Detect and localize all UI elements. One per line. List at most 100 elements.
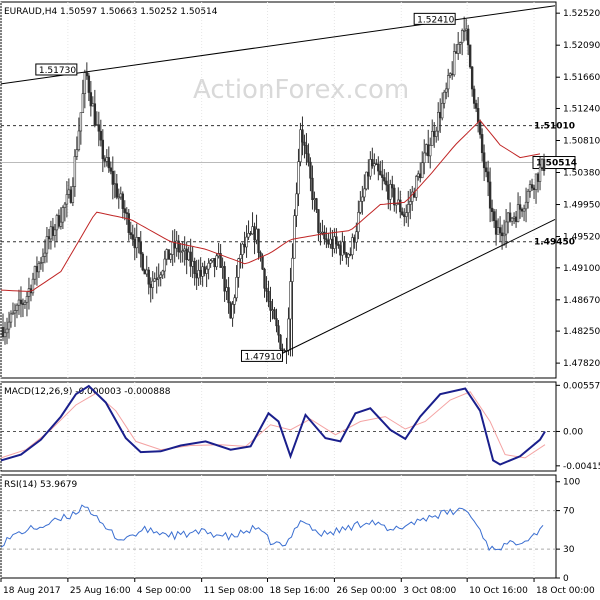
candle-body <box>121 193 124 209</box>
candle-body <box>279 334 282 350</box>
candle-body <box>235 276 238 299</box>
candle-body <box>111 170 114 185</box>
candle-body <box>522 208 526 212</box>
candle-body <box>73 156 77 187</box>
candle-body <box>205 268 208 274</box>
candle-body <box>321 231 324 234</box>
price-annotation-label: 1.51730 <box>39 66 76 76</box>
candle-body <box>435 130 438 137</box>
candle-body <box>223 266 226 292</box>
candle-body <box>353 237 356 243</box>
candle-body <box>107 157 111 169</box>
macd-y-axis: 0.005579 0.00 -0.004156 <box>556 381 600 472</box>
candle-body <box>331 238 334 249</box>
candle-body <box>351 237 354 256</box>
candle-body <box>500 232 504 237</box>
candle-body <box>339 245 342 256</box>
candle-body <box>113 183 116 186</box>
candle-body <box>486 171 490 183</box>
candle-body <box>51 226 55 236</box>
candle-body <box>383 177 386 182</box>
candle-body <box>179 251 182 253</box>
candle-body <box>454 51 458 54</box>
candle-body <box>472 88 476 104</box>
candle-body <box>245 236 248 248</box>
candle-body <box>259 252 262 258</box>
candle-body <box>199 270 202 277</box>
candle-body <box>167 249 170 260</box>
candle-body <box>75 149 79 157</box>
candle-body <box>271 309 274 311</box>
candle-body <box>23 301 27 305</box>
macd-signal-line <box>0 391 546 459</box>
candle-body <box>293 215 296 259</box>
candle-body <box>421 162 424 179</box>
candle-body <box>187 251 190 261</box>
price-panel-frame <box>0 1 557 379</box>
candle-body <box>43 252 47 257</box>
x-axis: 18 Aug 2017 25 Aug 16:00 4 Sep 00:00 11 Sep… <box>0 578 595 596</box>
candle-body <box>305 145 308 155</box>
x-tick-label: 25 Aug 16:00 <box>70 586 131 596</box>
candle-body <box>67 189 71 195</box>
candle-body <box>526 190 530 203</box>
candle-body <box>81 93 85 113</box>
candle-body <box>219 253 222 268</box>
candle-body <box>484 167 488 173</box>
rsi-tick-label: 70 <box>563 507 575 517</box>
candle-body <box>502 233 506 237</box>
candle-body <box>41 256 45 263</box>
candle-body <box>9 313 13 323</box>
candle-body <box>251 226 254 235</box>
candle-body <box>33 266 37 280</box>
x-tick-label: 3 Oct 08:00 <box>403 586 456 596</box>
candle-body <box>49 226 53 240</box>
rsi-tick-label: 0 <box>563 574 569 584</box>
candle-body <box>357 212 360 233</box>
moving-average-line <box>0 119 541 293</box>
candle-body <box>221 266 224 268</box>
candle-body <box>323 231 326 240</box>
price-title: EURAUD,H4 1.50597 1.50663 1.50252 1.5051… <box>4 7 218 17</box>
candle-body <box>267 290 270 302</box>
candle-body <box>444 88 448 93</box>
macd-tick-label: 0.00 <box>563 427 583 437</box>
candle-body <box>538 166 542 182</box>
candle-body <box>189 251 192 267</box>
candle-body <box>446 75 450 90</box>
candle-body <box>253 226 256 241</box>
candle-body <box>35 266 39 273</box>
candle-body <box>127 213 130 233</box>
candle-body <box>540 158 544 168</box>
candle-body <box>462 30 466 32</box>
price-annotation-box <box>413 12 456 25</box>
candle-body <box>137 237 140 243</box>
macd-lines <box>0 384 546 466</box>
rsi-panel: RSI(14) 53.9679 100 70 30 0 <box>0 474 580 584</box>
candle-body <box>115 183 118 198</box>
candle-body <box>225 287 228 292</box>
price-panel: ActionForex.com EURAUD,H4 1.50597 1.5066… <box>0 1 600 379</box>
candle-body <box>536 173 540 182</box>
rsi-title: RSI(14) 53.9679 <box>4 480 77 490</box>
x-tick-label: 18 Sep 16:00 <box>270 586 330 596</box>
candle-body <box>335 236 338 245</box>
candle-body <box>391 184 394 189</box>
candle-body <box>183 248 186 252</box>
candle-body <box>141 253 144 271</box>
candle-body <box>333 236 336 249</box>
candle-body <box>369 159 372 177</box>
candle-body <box>169 254 172 260</box>
candle-body <box>157 277 160 280</box>
candle-body <box>37 263 41 273</box>
candle-body <box>69 189 73 203</box>
level-label: 1.49450 <box>534 238 575 248</box>
candle-body <box>423 152 426 164</box>
candle-body <box>87 75 91 93</box>
x-tick-label: 26 Sep 00:00 <box>336 586 396 596</box>
rsi-tick-label: 100 <box>563 478 580 488</box>
candle-body <box>17 299 21 306</box>
candle-body <box>133 239 136 249</box>
candle-body <box>345 252 348 258</box>
candle-body <box>233 297 236 305</box>
